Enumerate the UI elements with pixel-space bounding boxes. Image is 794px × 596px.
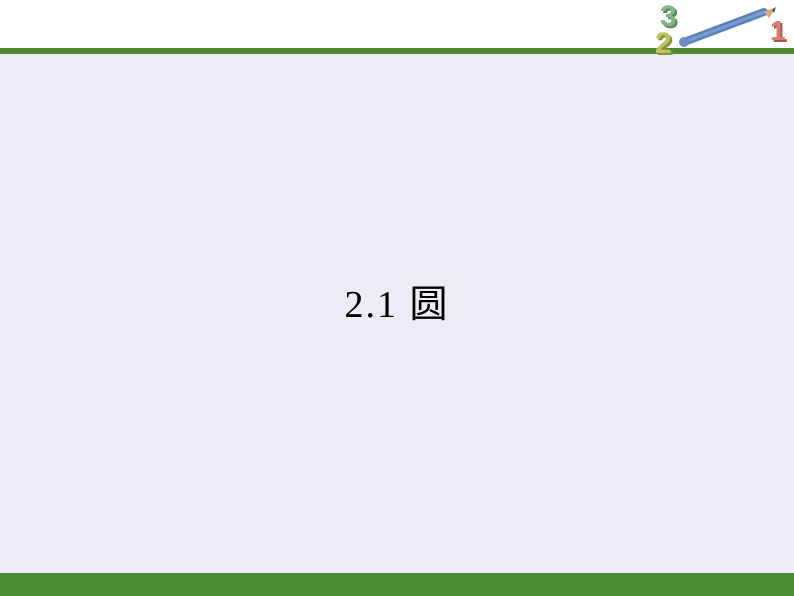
slide-title: 2.1 圆 [0, 273, 794, 328]
pencil-icon [679, 7, 776, 47]
slide-container: 3 3 2 2 1 1 2.1 圆 [0, 0, 794, 596]
decoration-svg: 3 3 2 2 1 1 [654, 0, 794, 70]
bottom-accent-bar [0, 573, 794, 596]
corner-decoration: 3 3 2 2 1 1 [654, 0, 794, 70]
svg-text:2: 2 [655, 27, 672, 60]
svg-text:1: 1 [770, 15, 786, 46]
number-2-icon: 2 2 [655, 27, 674, 62]
number-1-icon: 1 1 [770, 15, 788, 48]
